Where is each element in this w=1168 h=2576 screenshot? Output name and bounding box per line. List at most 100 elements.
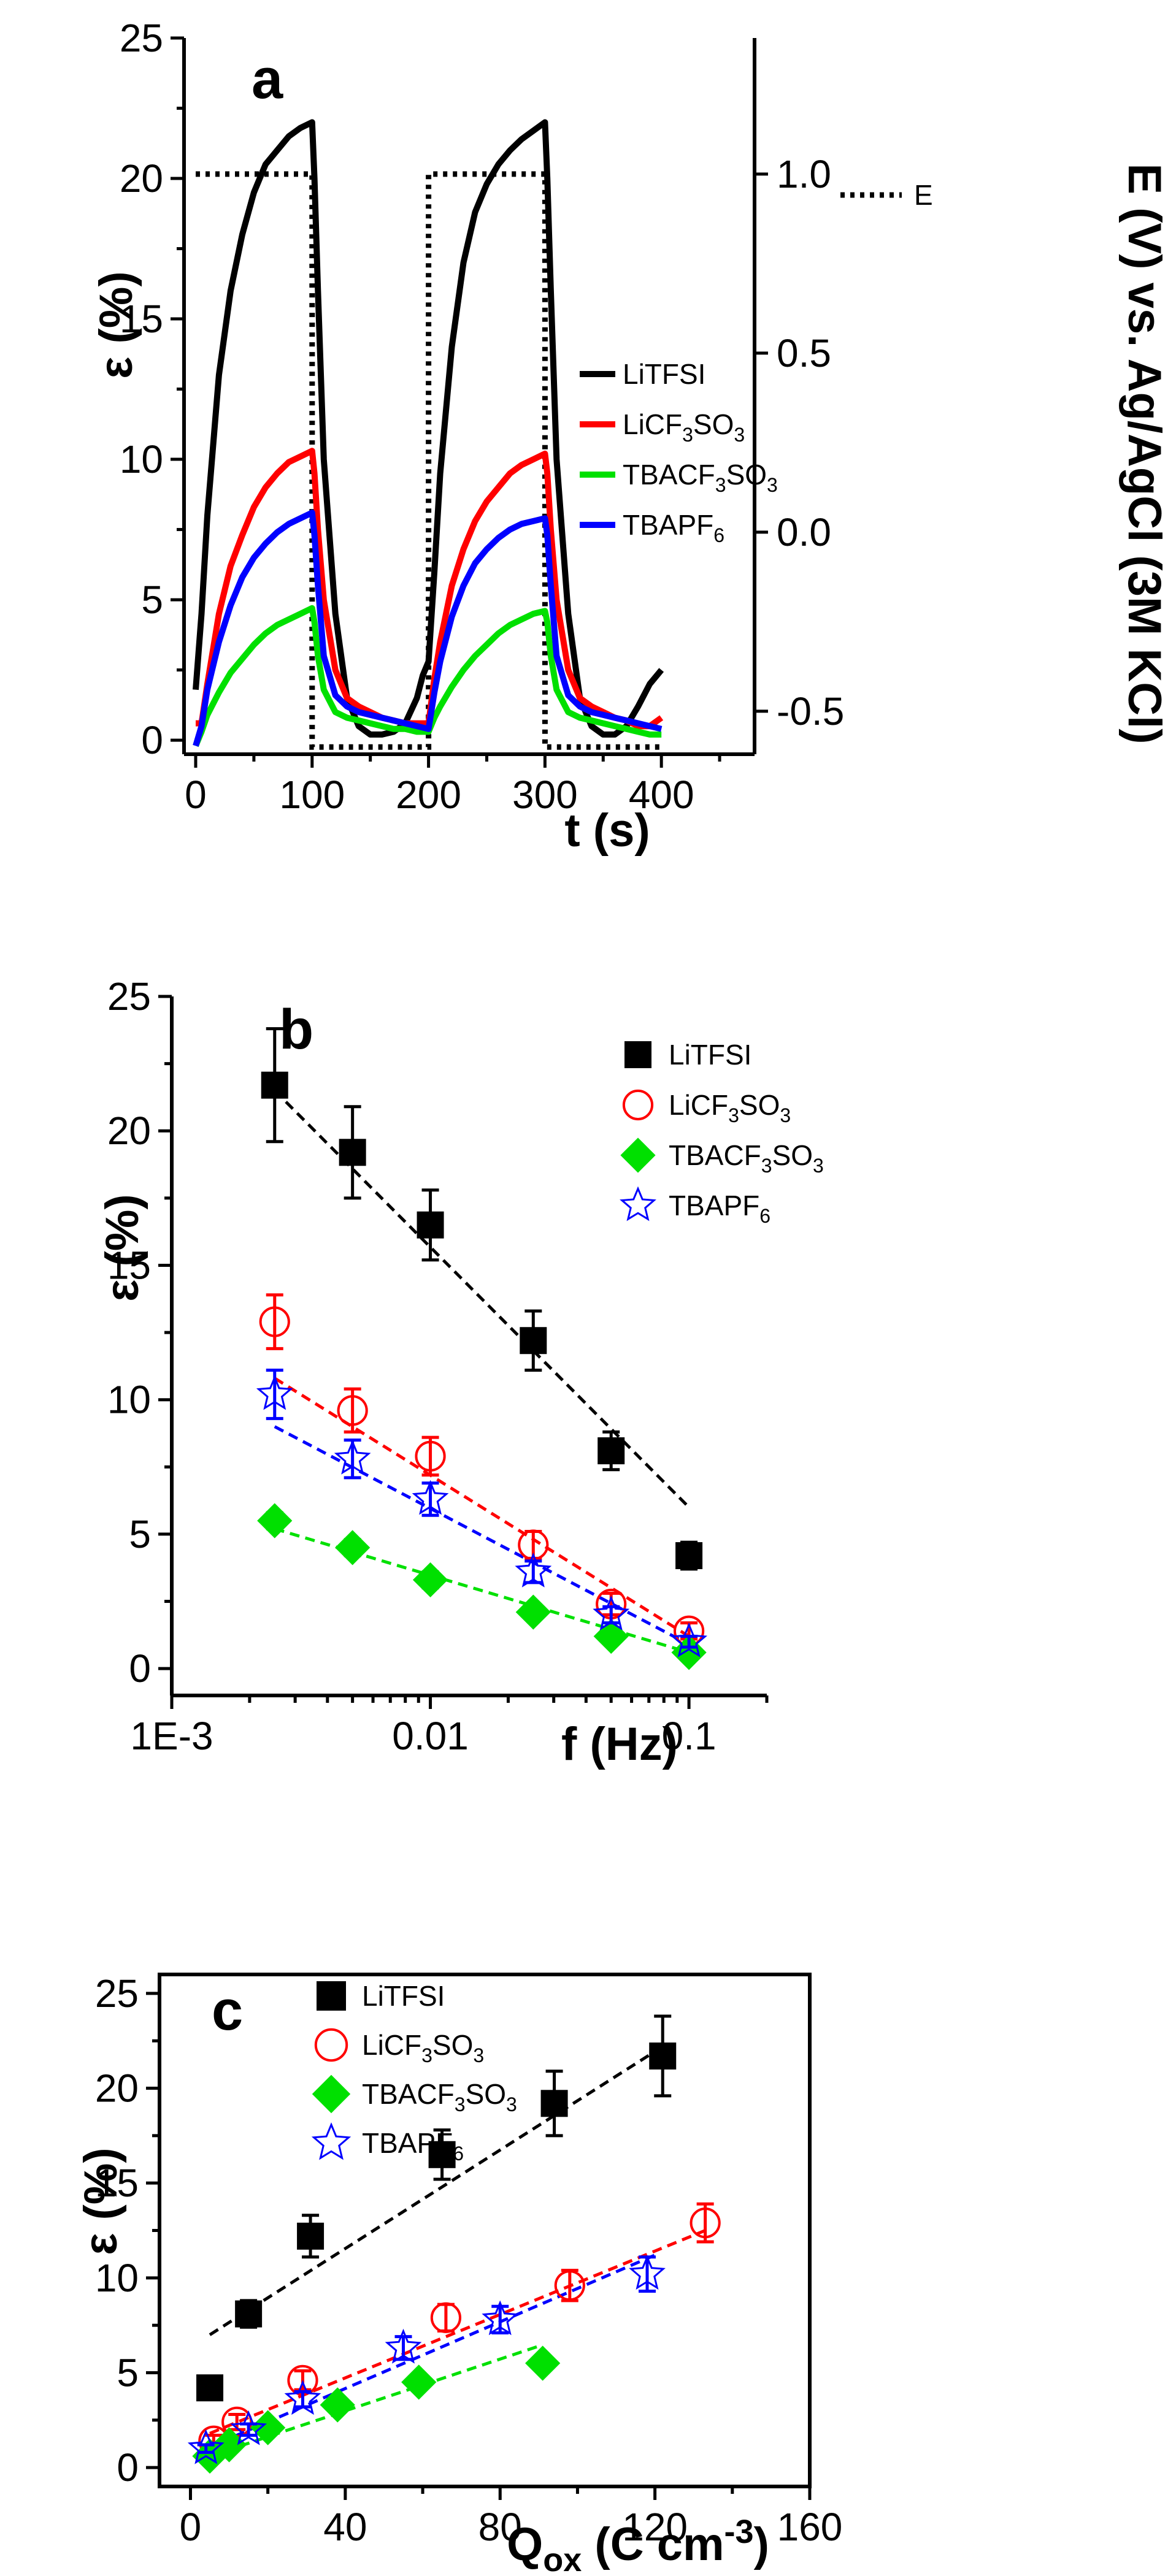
- panel-a-ytick-label: 0: [141, 718, 163, 762]
- panel-a-ytick-label: 20: [120, 156, 163, 201]
- data-point-LiCF3SO3: [337, 1395, 368, 1426]
- panel-a-ytick-label: 25: [120, 16, 163, 60]
- legend-marker-LiTFSI: [317, 1981, 346, 2011]
- legend-sub-TBACF3SO3-1: 3: [761, 1155, 772, 1177]
- legend-label-LiCF3SO3: LiCF3SO3: [362, 2029, 484, 2066]
- panel-a-xlabel: t (s): [564, 805, 650, 857]
- data-point-TBACF3SO3: [257, 1503, 293, 1538]
- legend-marker-LiTFSI: [624, 1041, 651, 1068]
- legend-label-LiTFSI: LiTFSI: [669, 1039, 751, 1071]
- legend-sub-TBAPF6-1: 6: [759, 1205, 770, 1227]
- legend-marker-LiCF3SO3: [622, 1089, 654, 1121]
- series-line-TBAPF6: [193, 510, 663, 747]
- data-point-LiCF3SO3: [518, 1529, 549, 1561]
- panel-c-legend: LiTFSI LiCF3SO3 TBACF3SO3 TBAPF6: [311, 1980, 517, 2165]
- legend-sub-LiCF3SO3-1: 3: [421, 2044, 432, 2066]
- data-point-TBAPF6: [629, 2255, 666, 2290]
- legend-marker-TBACF3SO3: [620, 1137, 656, 1173]
- panel-a-y2tick-label: 1.0: [777, 152, 831, 196]
- data-point-TBAPF6: [593, 1596, 630, 1630]
- legend-sub-LiCF3SO3-1: 3: [682, 424, 693, 446]
- data-point-LiTFSI: [597, 1437, 625, 1464]
- data-point-TBAPF6: [412, 1480, 449, 1515]
- panel-a-xtick-label: 200: [396, 773, 461, 817]
- legend-label-LiCF3SO3: LiCF3SO3: [623, 408, 745, 446]
- data-point-LiTFSI: [297, 2222, 325, 2250]
- data-point-TBAPF6: [334, 1439, 371, 1475]
- legend-label-TBAPF6: TBAPF6: [669, 1190, 770, 1227]
- panel-c-xtick-label: 0: [180, 2505, 202, 2549]
- panel-b-ytick-label: 0: [129, 1646, 151, 1691]
- legend-marker-TBACF3SO3: [312, 2074, 351, 2114]
- legend-label-TBACF3SO3: TBACF3SO3: [362, 2078, 517, 2115]
- panel-c-ylabel: ε (%): [75, 2147, 127, 2255]
- legend-sub-TBAPF6-1: 6: [713, 524, 724, 546]
- panel-b-ytick-label: 20: [107, 1109, 151, 1153]
- panel-c-ytick-label: 5: [117, 2350, 139, 2394]
- data-point-LiCF3SO3: [430, 2302, 462, 2333]
- data-point-LiCF3SO3: [259, 1306, 290, 1337]
- legend-sub-TBACF3SO3-2: 3: [767, 474, 778, 496]
- panel-c-xlabel-end: ): [754, 2518, 769, 2570]
- panel-a-letter: a: [252, 48, 283, 110]
- data-point-LiTFSI: [339, 1139, 366, 1166]
- panel-a: a ε (%) t (s) E (V) vs. Ag/AgCl (3M KCl)…: [90, 16, 1168, 857]
- data-point-TBAPF6: [187, 2429, 225, 2464]
- panel-a-xtick-label: 100: [279, 773, 345, 817]
- panel-c-ytick-label: 20: [95, 2066, 139, 2111]
- panel-c-ytick-label: 15: [95, 2161, 139, 2205]
- legend-label-TBACF3SO3: TBACF3SO3: [669, 1139, 824, 1177]
- data-point-TBACF3SO3: [412, 1562, 448, 1598]
- panel-a-e-legend: E: [840, 179, 933, 211]
- panel-c-xtick-label: 160: [777, 2505, 843, 2549]
- data-point-LiCF3SO3: [690, 2207, 721, 2239]
- data-point-TBACF3SO3: [515, 1594, 551, 1630]
- panel-c-xlabel-sub: ox: [543, 2542, 582, 2576]
- panel-b-ytick-label: 25: [107, 974, 151, 1019]
- panel-a-xtick-label: 300: [512, 773, 578, 817]
- panel-c-frame: [158, 1973, 812, 2488]
- panel-b-xlabel: f (Hz): [561, 1718, 678, 1770]
- data-point-TBACF3SO3: [320, 2387, 355, 2423]
- panel-b-ytick-label: 10: [107, 1378, 151, 1422]
- legend-mid-TBACF3SO3: SO: [726, 459, 767, 491]
- data-point-TBAPF6: [256, 1375, 293, 1410]
- fit-line-LiCF3SO3: [274, 1377, 690, 1638]
- series-line-LiTFSI: [193, 119, 664, 738]
- panel-c-xlabel: Qox (C cm-3): [507, 2513, 769, 2576]
- legend-mid-LiCF3SO3: SO: [432, 2029, 473, 2061]
- legend-label-LiTFSI: LiTFSI: [623, 358, 705, 390]
- panel-c-xtick-label: 120: [622, 2505, 688, 2549]
- data-point-LiTFSI: [649, 2042, 677, 2070]
- legend-sub-LiCF3SO3-2: 3: [780, 1104, 791, 1126]
- panel-c-ticks: 0 5 10 15 20 25 0 40 80 120 160: [95, 1971, 843, 2549]
- legend-sub-TBACF3SO3-1: 3: [455, 2093, 466, 2115]
- legend-sub-LiCF3SO3-2: 3: [473, 2044, 484, 2066]
- fit-line-TBAPF6: [274, 1425, 690, 1646]
- legend-label-LiTFSI: LiTFSI: [362, 1980, 445, 2012]
- panel-a-ytick-label: 15: [120, 297, 163, 341]
- panel-c-ytick-label: 0: [117, 2445, 139, 2490]
- panel-c-plot-area: [187, 2014, 721, 2474]
- panel-c-ytick-label: 10: [95, 2256, 139, 2300]
- e-legend-label: E: [914, 179, 933, 211]
- legend-mid-LiCF3SO3: SO: [693, 408, 734, 440]
- panel-b-plot-area: [256, 1027, 708, 1670]
- legend-sub-TBACF3SO3-1: 3: [715, 474, 726, 496]
- legend-sub-TBAPF6-1: 6: [453, 2142, 464, 2165]
- legend-mid-TBACF3SO3: SO: [466, 2078, 506, 2110]
- panel-b-xtick-label: 0.1: [662, 1714, 717, 1758]
- legend-label-TBAPF6: TBAPF6: [623, 509, 724, 546]
- data-point-TBACF3SO3: [250, 2410, 286, 2445]
- legend-mid-LiCF3SO3: SO: [739, 1089, 780, 1121]
- legend-sub-TBACF3SO3-2: 3: [506, 2093, 517, 2115]
- data-point-TBAPF6: [482, 2300, 519, 2336]
- panel-b-xtick-label: 0.01: [392, 1714, 469, 1758]
- legend-label-LiCF3SO3: LiCF3SO3: [669, 1089, 791, 1126]
- data-point-TBAPF6: [385, 2328, 422, 2364]
- panel-c-xtick-label: 80: [478, 2505, 522, 2549]
- data-point-LiTFSI: [520, 1327, 547, 1355]
- panel-a-y2label: E (V) vs. Ag/AgCl (3M KCl): [1118, 163, 1168, 744]
- legend-mid-TBACF3SO3: SO: [772, 1139, 813, 1171]
- panel-c-xtick-label: 40: [323, 2505, 367, 2549]
